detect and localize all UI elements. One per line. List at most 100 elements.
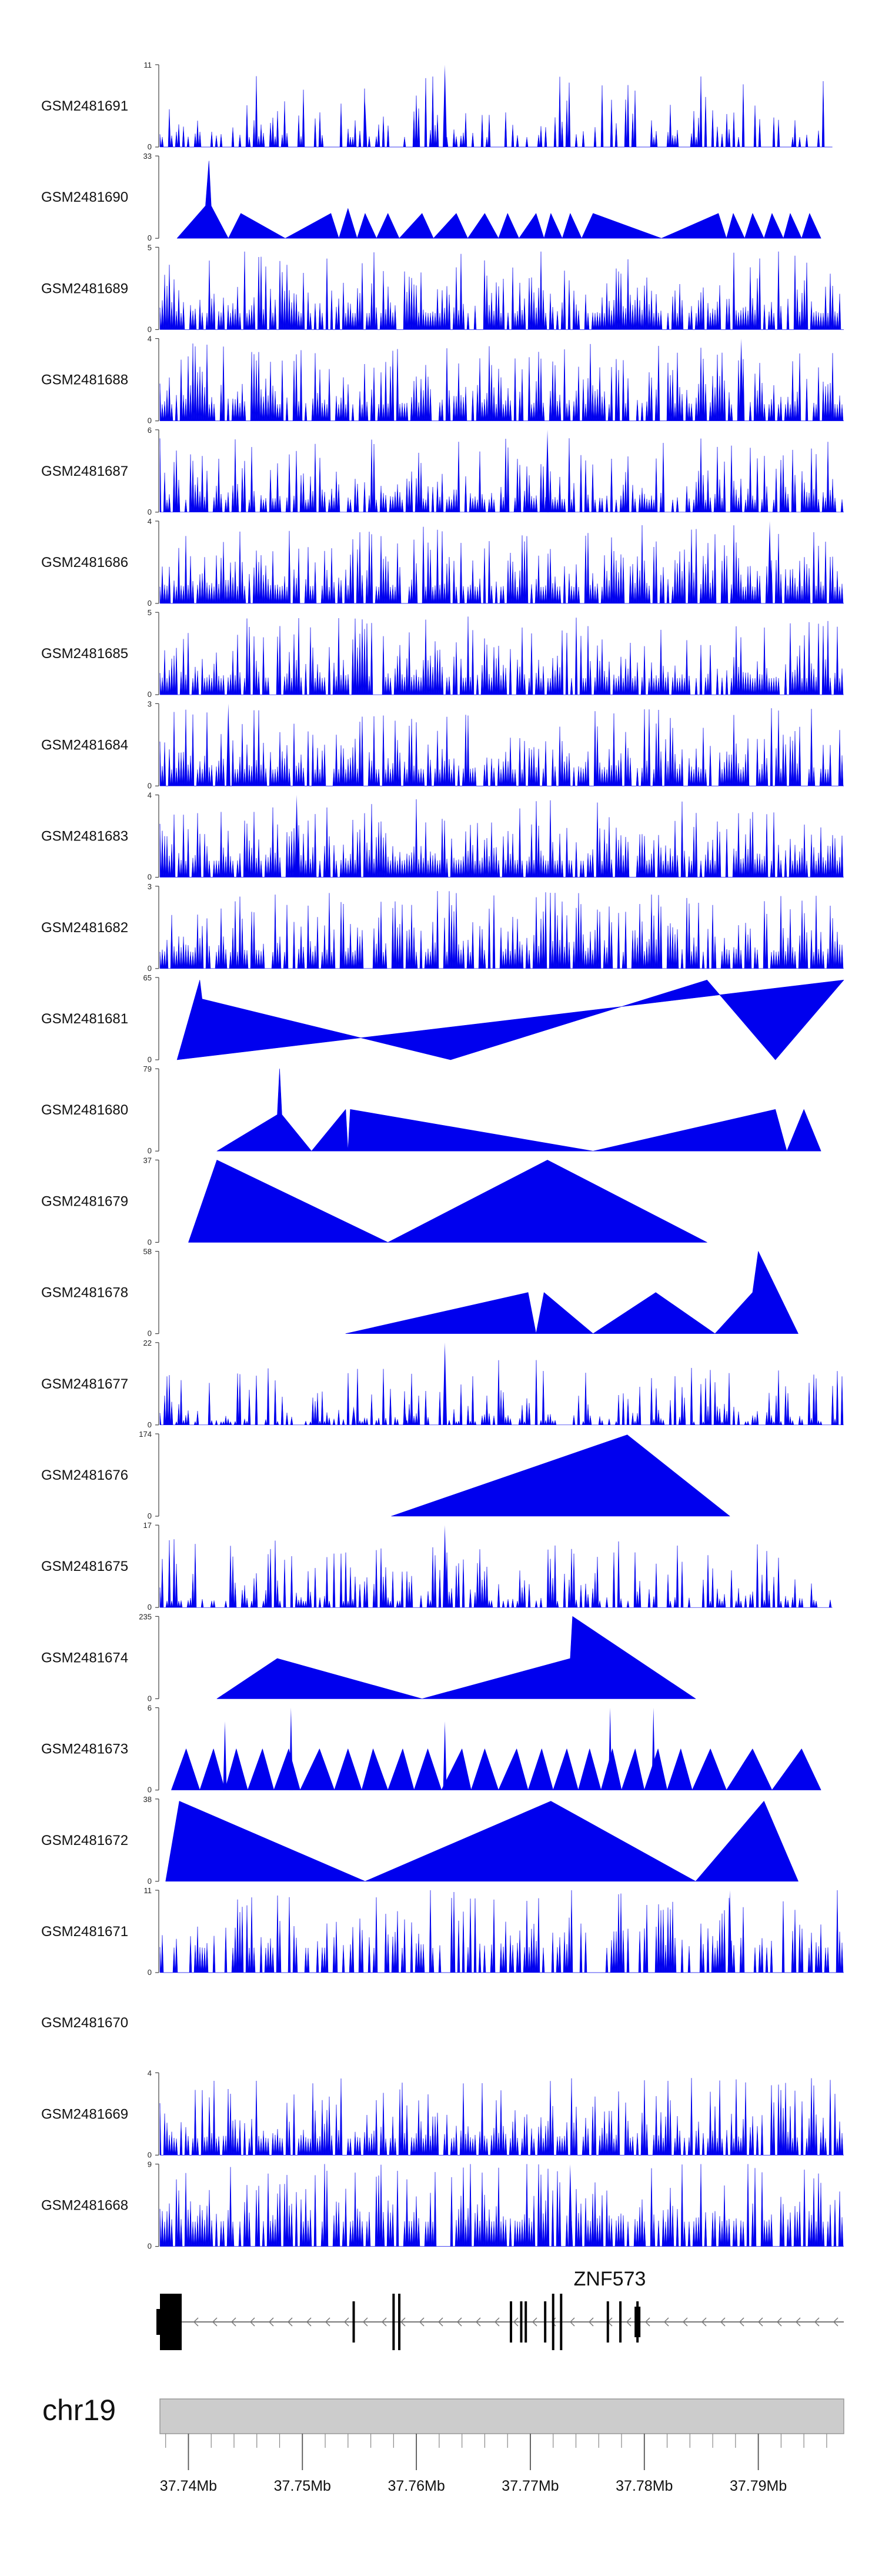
coverage-area	[176, 980, 844, 1060]
chromosome-label: chr19	[42, 2394, 116, 2427]
gene-exon	[392, 2294, 395, 2350]
y-max-label: 5	[148, 243, 152, 252]
y-max-label: 5	[148, 608, 152, 617]
track-label: GSM2481683	[41, 829, 128, 845]
track-label: GSM2481676	[41, 1467, 128, 1483]
track-label: GSM2481677	[41, 1376, 128, 1392]
y-axis: 38 0	[143, 1795, 159, 1886]
track-gsm2481677: GSM2481677 22 0	[41, 1339, 844, 1429]
coverage-area	[159, 1360, 844, 1426]
y-axis: 235 0	[139, 1612, 159, 1703]
y-axis: 22 0	[143, 1339, 159, 1429]
y-min-label: 0	[148, 1146, 152, 1155]
strand-arrow	[795, 2317, 801, 2327]
gene-name-label: ZNF573	[574, 2268, 646, 2290]
track-label: GSM2481675	[41, 1559, 128, 1574]
coverage-peak	[568, 2164, 573, 2247]
y-max-label: 79	[143, 1065, 152, 1073]
track-gsm2481678: GSM2481678 58 0	[41, 1247, 799, 1338]
x-tick-label: 37.76Mb	[387, 2478, 445, 2494]
coverage-tracks: GSM2481691110GSM2481690330GSM248168950GS…	[41, 61, 844, 2251]
y-max-label: 3	[148, 699, 152, 708]
track-label: GSM2481688	[41, 372, 128, 388]
strand-arrow	[437, 2317, 443, 2327]
track-label: GSM2481673	[41, 1741, 128, 1757]
strand-arrow	[663, 2317, 669, 2327]
y-max-label: 9	[148, 2160, 152, 2169]
coverage-area	[159, 2164, 844, 2247]
y-min-label: 0	[148, 142, 152, 151]
strand-arrow	[701, 2317, 707, 2327]
coverage-area	[188, 1160, 707, 1243]
y-axis: 65 0	[143, 973, 159, 1064]
y-max-label: 37	[143, 1156, 152, 1164]
y-axis: 11 0	[144, 1886, 159, 1977]
y-axis: 30	[148, 882, 159, 973]
coverage-area	[165, 1801, 799, 1882]
strand-arrow	[306, 2317, 312, 2327]
y-min-label: 0	[148, 1877, 152, 1886]
track-label: GSM2481678	[41, 1285, 128, 1301]
strand-arrow	[343, 2317, 349, 2327]
strand-arrow	[381, 2317, 387, 2327]
strand-arrow	[400, 2317, 406, 2327]
strand-arrow	[494, 2317, 500, 2327]
y-min-label: 0	[148, 964, 152, 973]
y-axis: 50	[148, 608, 159, 699]
track-gsm2481689: GSM2481689 50	[41, 243, 844, 333]
y-axis: 50	[148, 243, 159, 333]
x-tick-label: 37.77Mb	[502, 2478, 559, 2494]
track-gsm2481680: GSM2481680 79 0	[41, 1065, 821, 1155]
track-gsm2481675: GSM2481675 17 0	[41, 1521, 833, 1611]
strand-arrow	[193, 2317, 199, 2327]
y-min-label: 0	[148, 2242, 152, 2251]
coverage-peak	[739, 338, 744, 421]
coverage-spike	[289, 1707, 293, 1790]
strand-arrow	[419, 2317, 425, 2327]
gene-exon	[160, 2294, 182, 2350]
y-min-label: 0	[148, 873, 152, 882]
y-min-label: 0	[148, 781, 152, 790]
y-axis: 40	[148, 517, 159, 608]
strand-arrow	[456, 2317, 462, 2327]
strand-arrow	[268, 2317, 274, 2327]
track-label: GSM2481681	[41, 1011, 128, 1027]
track-label: GSM2481685	[41, 646, 128, 662]
coverage-area	[159, 616, 844, 695]
strand-arrow	[739, 2317, 744, 2327]
strand-arrow	[532, 2317, 537, 2327]
y-max-label: 65	[143, 973, 152, 982]
x-tick-label: 37.78Mb	[616, 2478, 673, 2494]
track-label: GSM2481684	[41, 737, 128, 753]
coverage-area	[216, 1616, 696, 1699]
track-label: GSM2481689	[41, 281, 128, 296]
coverage-area	[159, 525, 844, 604]
strand-arrow	[588, 2317, 594, 2327]
y-axis: 60	[148, 1704, 159, 1794]
y-max-label: 11	[144, 1886, 152, 1895]
y-max-label: 17	[143, 1521, 152, 1530]
y-axis: 30	[148, 699, 159, 790]
coverage-peak	[403, 1410, 407, 1425]
y-min-label: 0	[148, 1694, 152, 1703]
y-min-label: 0	[148, 508, 152, 516]
coverage-area	[159, 1890, 844, 1973]
strand-arrow	[644, 2317, 650, 2327]
track-label: GSM2481672	[41, 1833, 128, 1848]
coverage-spike	[443, 1721, 447, 1790]
coverage-area	[391, 1434, 730, 1517]
coverage-peak	[226, 703, 230, 786]
y-min-label: 0	[148, 690, 152, 699]
chromosome-bar	[159, 2398, 844, 2434]
track-label: GSM2481686	[41, 555, 128, 570]
y-axis: 17 0	[143, 1521, 159, 1611]
track-gsm2481691: GSM2481691 11 0	[41, 61, 833, 151]
y-min-label: 0	[148, 599, 152, 608]
